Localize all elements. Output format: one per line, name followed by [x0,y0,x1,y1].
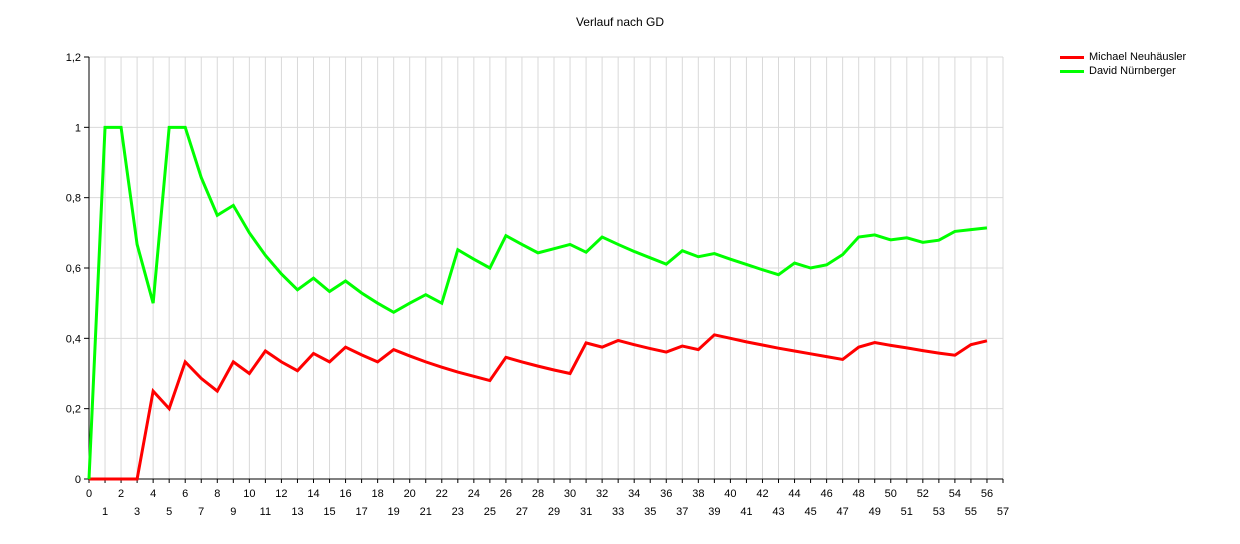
x-tick-label: 24 [468,488,480,500]
x-tick-label: 12 [275,488,287,500]
series-layer [87,125,988,481]
legend-label-1: David Nürnberger [1089,65,1176,77]
x-tick-label: 1 [102,506,108,518]
x-tick-label: 22 [436,488,448,500]
x-tick-label: 13 [291,506,303,518]
y-tick-label: 0,6 [66,263,81,275]
x-tick-label: 36 [660,488,672,500]
x-tick-label: 4 [150,488,156,500]
x-tick-label: 29 [548,506,560,518]
x-tick-label: 19 [388,506,400,518]
x-tick-label: 34 [628,488,640,500]
x-tick-label: 27 [516,506,528,518]
x-tick-label: 5 [166,506,172,518]
x-tick-label: 11 [260,506,271,518]
x-tick-label: 10 [243,488,255,500]
y-tick-label: 1,2 [66,52,81,64]
x-tick-label: 52 [917,488,929,500]
x-tick-label: 40 [724,488,736,500]
x-tick-label: 48 [853,488,865,500]
x-tick-label: 56 [981,488,993,500]
x-tick-label: 42 [756,488,768,500]
x-tick-label: 44 [788,488,800,500]
x-tick-label: 43 [772,506,784,518]
x-tick-label: 35 [644,506,656,518]
legend-label-0: Michael Neuhäusler [1089,51,1187,63]
x-tick-label: 7 [198,506,204,518]
series-line-1 [87,125,988,480]
x-tick-label: 55 [965,506,977,518]
x-tick-label: 33 [612,506,624,518]
x-tick-label: 47 [837,506,849,518]
y-tick-label: 1 [75,122,81,134]
x-tick-label: 31 [580,506,592,518]
x-tick-label: 41 [740,506,752,518]
x-tick-label: 45 [804,506,816,518]
axis-layer: 00,20,40,60,811,201234567891011121314151… [66,52,1009,518]
x-tick-label: 3 [134,506,140,518]
x-tick-label: 30 [564,488,576,500]
x-tick-label: 54 [949,488,961,500]
chart-title: Verlauf nach GD [575,15,665,29]
legend-item-0: Michael Neuhäusler [1060,50,1186,64]
y-tick-label: 0,8 [66,193,81,205]
x-tick-label: 17 [355,506,367,518]
x-tick-label: 57 [997,506,1009,518]
x-tick-label: 53 [933,506,945,518]
x-tick-label: 16 [339,488,351,500]
y-tick-label: 0,4 [66,333,81,345]
x-tick-label: 51 [901,506,913,518]
x-tick-label: 26 [500,488,512,500]
x-tick-label: 38 [692,488,704,500]
x-tick-label: 37 [676,506,688,518]
legend-swatch-1 [1060,69,1084,73]
x-tick-label: 9 [230,506,236,518]
x-tick-label: 20 [404,488,416,500]
x-tick-label: 8 [214,488,220,500]
x-tick-label: 15 [323,506,335,518]
x-tick-label: 6 [182,488,188,500]
legend: Michael Neuhäusler David Nürnberger [1060,50,1186,78]
legend-item-1: David Nürnberger [1060,64,1186,78]
x-tick-label: 0 [86,488,92,500]
x-tick-label: 28 [532,488,544,500]
x-tick-label: 39 [708,506,720,518]
y-tick-label: 0,2 [66,404,81,416]
x-tick-label: 18 [372,488,384,500]
y-tick-label: 0 [75,474,81,486]
x-tick-label: 2 [118,488,124,500]
x-tick-label: 49 [869,506,881,518]
x-tick-label: 21 [420,506,432,518]
x-tick-label: 23 [452,506,464,518]
x-tick-label: 50 [885,488,897,500]
legend-swatch-0 [1060,55,1084,59]
x-tick-label: 25 [484,506,496,518]
series-line-0 [89,333,988,481]
x-tick-label: 14 [307,488,319,500]
x-tick-label: 32 [596,488,608,500]
x-tick-label: 46 [820,488,832,500]
grid-layer [89,56,1004,479]
